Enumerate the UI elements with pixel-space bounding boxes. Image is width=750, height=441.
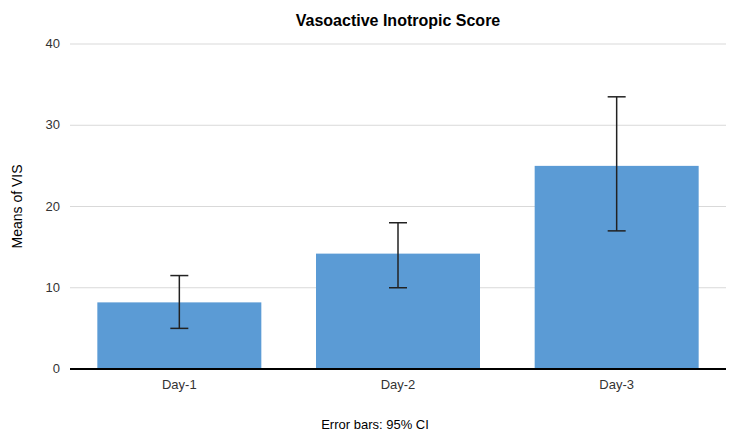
y-tick-label: 10	[46, 280, 60, 295]
chart-svg: 0 10 20 30 40 Day-1 Day-2 Day-3 Vasoactive Inotr…	[0, 0, 750, 441]
error-cap-upper	[170, 275, 188, 277]
grid-line	[70, 369, 726, 370]
error-bar	[179, 276, 181, 329]
error-bar	[616, 97, 618, 231]
y-tick-label: 30	[46, 117, 60, 132]
y-tick-label: 0	[53, 361, 60, 376]
annotation: Error bars: 95% CI	[321, 417, 429, 432]
y-tick-label: 20	[46, 199, 60, 214]
grid-line	[70, 125, 726, 126]
error-cap-lower	[170, 328, 188, 330]
y-axis-label: Means of VIS	[9, 164, 25, 248]
error-bar	[397, 223, 399, 288]
plot-area	[97, 97, 698, 369]
error-cap-lower	[389, 287, 407, 289]
x-tick-label: Day-3	[599, 377, 634, 392]
grid-line	[70, 44, 726, 45]
chart-container: 0 10 20 30 40 Day-1 Day-2 Day-3 Vasoactive Inotr…	[0, 0, 750, 441]
error-cap-upper	[389, 222, 407, 224]
x-axis-line	[70, 368, 726, 370]
error-cap-upper	[608, 96, 626, 98]
grid	[70, 44, 726, 369]
y-tick-label: 40	[46, 36, 60, 51]
title: Vasoactive Inotropic Score	[296, 12, 501, 29]
x-tick-label: Day-2	[381, 377, 416, 392]
error-cap-lower	[608, 230, 626, 232]
x-tick-label: Day-1	[162, 377, 197, 392]
